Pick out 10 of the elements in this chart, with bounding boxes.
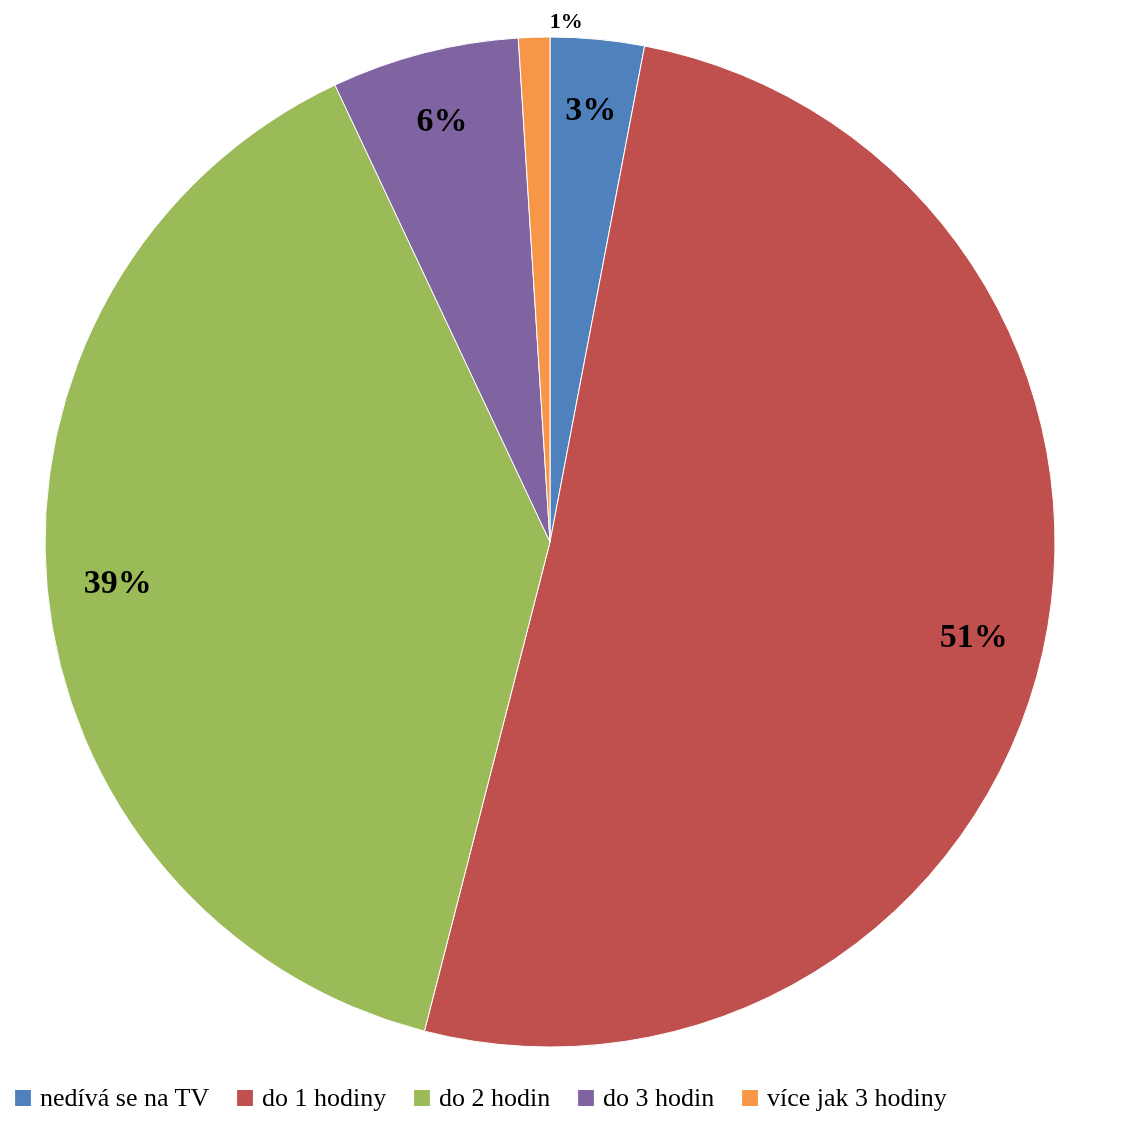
legend-label: do 2 hodin — [439, 1083, 551, 1112]
data-label: 1% — [549, 8, 583, 34]
legend-label: do 1 hodiny — [262, 1083, 387, 1112]
legend-label: více jak 3 hodiny — [767, 1083, 947, 1112]
data-label: 51% — [939, 616, 1008, 654]
legend-label: nedívá se na TV — [40, 1083, 210, 1112]
data-label: 3% — [565, 89, 617, 127]
legend-label: do 3 hodin — [603, 1083, 715, 1112]
data-label: 6% — [416, 101, 468, 139]
data-label: 39% — [83, 562, 152, 600]
